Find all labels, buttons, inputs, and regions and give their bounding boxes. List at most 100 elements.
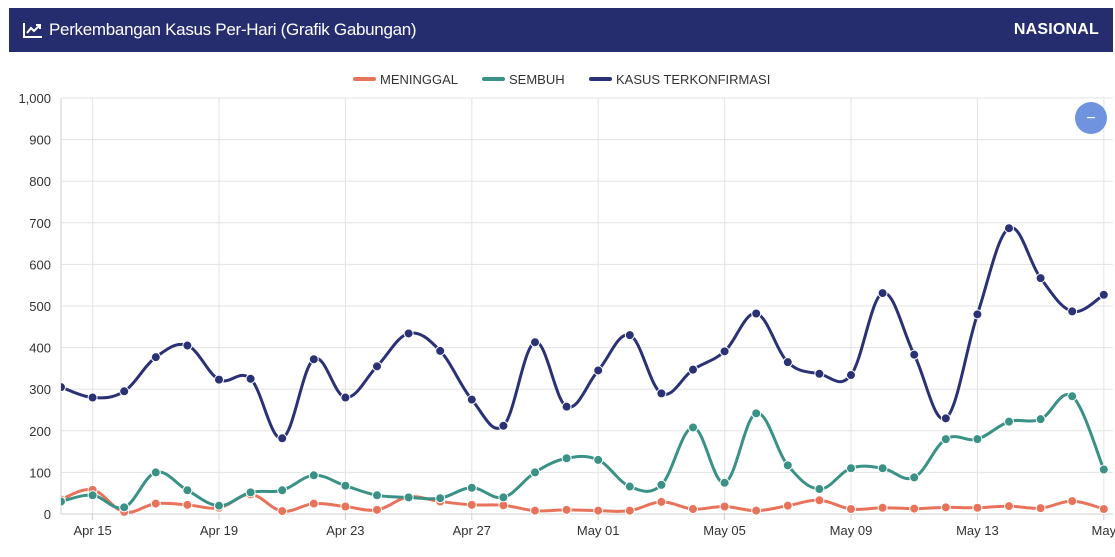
data-point-kasus-terkonfirmasi <box>656 388 667 399</box>
data-point-meninggal <box>624 505 635 516</box>
y-tick-label: 800 <box>29 174 51 189</box>
data-point-sembuh <box>1004 416 1014 427</box>
data-point-meninggal <box>656 496 667 507</box>
data-point-kasus-terkonfirmasi <box>1098 289 1109 300</box>
data-point-kasus-terkonfirmasi <box>435 345 446 356</box>
data-point-sembuh <box>372 490 382 501</box>
minus-icon: − <box>1086 110 1095 127</box>
data-point-kasus-terkonfirmasi <box>245 373 256 384</box>
data-point-meninggal <box>688 504 698 515</box>
data-point-kasus-terkonfirmasi <box>61 382 66 393</box>
data-point-sembuh <box>498 492 509 503</box>
data-point-kasus-terkonfirmasi <box>593 365 604 376</box>
legend-label-meninggal: MENINGGAL <box>380 72 458 87</box>
data-point-kasus-terkonfirmasi <box>561 401 572 412</box>
data-point-meninggal <box>814 495 825 506</box>
data-point-sembuh <box>182 485 193 496</box>
data-point-sembuh <box>972 434 983 445</box>
y-tick-label: 100 <box>29 465 51 480</box>
data-point-sembuh <box>87 490 98 501</box>
y-tick-label: 300 <box>29 382 51 397</box>
data-point-meninggal <box>340 501 351 512</box>
data-point-kasus-terkonfirmasi <box>909 349 920 360</box>
data-point-sembuh <box>751 408 762 419</box>
data-point-kasus-terkonfirmasi <box>403 328 414 339</box>
data-point-kasus-terkonfirmasi <box>214 374 224 385</box>
legend-label-kasus-terkonfirmasi: KASUS TERKONFIRMASI <box>616 72 770 87</box>
data-point-meninggal <box>561 504 572 515</box>
x-tick-label: Apr 15 <box>73 523 111 538</box>
data-point-kasus-terkonfirmasi <box>751 308 762 319</box>
zoom-out-button[interactable]: − <box>1075 102 1107 134</box>
data-point-sembuh <box>814 484 825 495</box>
data-point-kasus-terkonfirmasi <box>308 354 319 365</box>
data-point-sembuh <box>245 487 256 498</box>
data-point-meninggal <box>877 502 888 513</box>
data-point-sembuh <box>940 434 951 445</box>
data-point-kasus-terkonfirmasi <box>372 361 382 372</box>
data-point-kasus-terkonfirmasi <box>814 368 825 379</box>
data-point-meninggal <box>593 505 604 516</box>
series-line-sembuh <box>61 393 1106 510</box>
series-line-kasus-terkonfirmasi <box>61 226 1105 440</box>
region-label[interactable]: NASIONAL <box>1013 21 1099 38</box>
data-point-meninggal <box>372 504 382 515</box>
data-point-sembuh <box>308 470 319 481</box>
legend: MENINGGAL SEMBUH KASUS TERKONFIRMASI <box>353 72 770 87</box>
data-point-kasus-terkonfirmasi <box>87 392 98 403</box>
data-point-kasus-terkonfirmasi <box>182 340 193 351</box>
y-tick-label: 0 <box>44 507 51 522</box>
data-point-sembuh <box>466 482 477 493</box>
x-tick-label: Apr 27 <box>453 523 491 538</box>
data-point-sembuh <box>403 492 414 503</box>
data-point-kasus-terkonfirmasi <box>498 420 509 431</box>
data-point-meninggal <box>909 503 920 514</box>
data-point-kasus-terkonfirmasi <box>719 346 730 357</box>
data-point-sembuh <box>561 453 572 464</box>
data-point-kasus-terkonfirmasi <box>150 352 161 363</box>
legend-item-sembuh: SEMBUH <box>482 72 565 87</box>
data-point-meninggal <box>277 506 288 517</box>
data-point-sembuh <box>435 493 446 504</box>
x-tick-label: May 13 <box>956 523 999 538</box>
data-point-meninggal <box>308 498 319 509</box>
combined-line-chart: 0 100 200 300 400 500 600 700 800 900 1,000 Apr 15 A… <box>18 72 1115 538</box>
legend-item-meninggal: MENINGGAL <box>353 72 458 87</box>
header-title-group: Perkembangan Kasus Per-Hari (Grafik Gabu… <box>23 8 417 52</box>
data-point-meninggal <box>466 499 477 510</box>
data-point-sembuh <box>530 467 540 478</box>
data-point-sembuh <box>1067 391 1078 402</box>
data-point-sembuh <box>150 467 161 478</box>
x-tick-label: Apr 19 <box>200 523 238 538</box>
y-tick-label: 700 <box>29 216 51 231</box>
data-point-sembuh <box>1098 464 1109 475</box>
data-point-kasus-terkonfirmasi <box>277 433 288 444</box>
data-point-kasus-terkonfirmasi <box>1035 273 1046 284</box>
data-point-sembuh <box>277 485 288 496</box>
x-tick-label: May 01 <box>577 523 620 538</box>
plot-area <box>61 223 1109 517</box>
data-point-sembuh <box>1035 414 1046 425</box>
data-point-kasus-terkonfirmasi <box>466 394 477 405</box>
data-point-meninggal <box>182 499 193 510</box>
data-point-kasus-terkonfirmasi <box>877 288 888 299</box>
line-chart-icon <box>23 23 42 38</box>
x-tick-label: May <box>1092 523 1115 538</box>
data-point-sembuh <box>61 496 66 507</box>
data-point-meninggal <box>1004 501 1014 512</box>
data-point-sembuh <box>119 502 130 513</box>
x-tick-label: May 05 <box>703 523 746 538</box>
data-point-kasus-terkonfirmasi <box>1004 223 1014 234</box>
x-tick-label: Apr 23 <box>326 523 364 538</box>
grid-lines <box>61 97 1113 520</box>
data-point-sembuh <box>593 454 604 465</box>
chart-header: Perkembangan Kasus Per-Hari (Grafik Gabu… <box>9 8 1113 52</box>
y-tick-label: 900 <box>29 133 51 148</box>
data-point-sembuh <box>909 472 920 483</box>
data-point-kasus-terkonfirmasi <box>688 364 698 375</box>
y-tick-label: 500 <box>29 299 51 314</box>
data-point-meninggal <box>846 504 856 515</box>
zoom-button-circle <box>1075 102 1107 134</box>
y-tick-label: 200 <box>29 424 51 439</box>
data-point-meninggal <box>1098 504 1109 515</box>
